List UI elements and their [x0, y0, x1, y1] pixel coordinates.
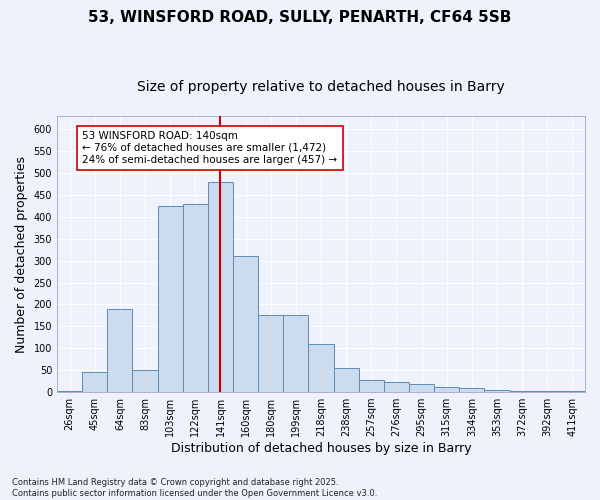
Bar [82, 372, 107, 392]
Bar [535, 391, 560, 392]
Bar [233, 256, 258, 392]
Bar [359, 380, 384, 392]
Bar [409, 384, 434, 392]
Bar [107, 309, 133, 392]
Bar [183, 204, 208, 392]
Bar [308, 344, 334, 392]
Bar [258, 316, 283, 392]
Bar [509, 391, 535, 392]
Bar [384, 382, 409, 392]
Bar [57, 391, 82, 392]
Bar [283, 316, 308, 392]
Title: Size of property relative to detached houses in Barry: Size of property relative to detached ho… [137, 80, 505, 94]
X-axis label: Distribution of detached houses by size in Barry: Distribution of detached houses by size … [171, 442, 472, 455]
Text: 53, WINSFORD ROAD, SULLY, PENARTH, CF64 5SB: 53, WINSFORD ROAD, SULLY, PENARTH, CF64 … [88, 10, 512, 25]
Bar [459, 388, 484, 392]
Text: Contains HM Land Registry data © Crown copyright and database right 2025.
Contai: Contains HM Land Registry data © Crown c… [12, 478, 377, 498]
Bar [158, 206, 183, 392]
Bar [133, 370, 158, 392]
Bar [208, 182, 233, 392]
Bar [434, 387, 459, 392]
Text: 53 WINSFORD ROAD: 140sqm
← 76% of detached houses are smaller (1,472)
24% of sem: 53 WINSFORD ROAD: 140sqm ← 76% of detach… [82, 132, 337, 164]
Bar [334, 368, 359, 392]
Bar [484, 390, 509, 392]
Y-axis label: Number of detached properties: Number of detached properties [15, 156, 28, 352]
Bar [560, 391, 585, 392]
